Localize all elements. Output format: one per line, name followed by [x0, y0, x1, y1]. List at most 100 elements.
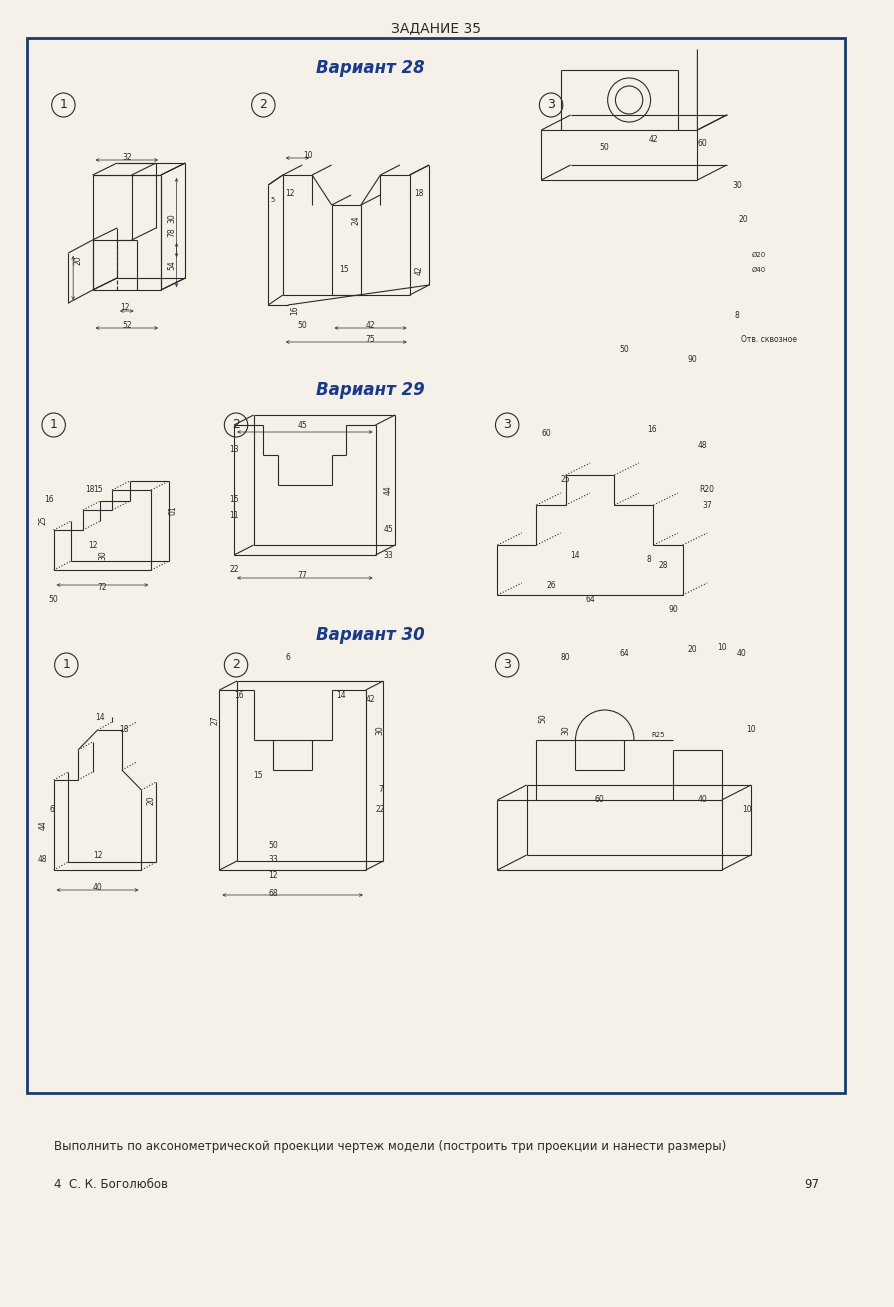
Text: 75: 75 — [366, 336, 375, 345]
Text: 42: 42 — [415, 265, 424, 274]
Text: 30: 30 — [167, 213, 176, 223]
Text: 40: 40 — [697, 796, 707, 805]
Text: 64: 64 — [586, 596, 595, 605]
Text: 2: 2 — [232, 659, 240, 672]
Text: 12: 12 — [268, 870, 278, 880]
Text: 80: 80 — [561, 652, 570, 661]
Text: 78: 78 — [167, 227, 176, 237]
Text: 16: 16 — [290, 306, 299, 315]
Text: 33: 33 — [268, 856, 278, 864]
Text: 14: 14 — [570, 550, 580, 559]
Text: 52: 52 — [122, 320, 131, 329]
Text: 37: 37 — [703, 501, 712, 510]
Text: 60: 60 — [542, 430, 551, 439]
Text: 15: 15 — [254, 771, 264, 779]
Text: 1: 1 — [50, 418, 57, 431]
Text: 15: 15 — [229, 495, 239, 505]
Text: 2: 2 — [232, 418, 240, 431]
Text: Вариант 28: Вариант 28 — [316, 59, 425, 77]
Text: 1: 1 — [60, 98, 67, 111]
Text: 2: 2 — [259, 98, 267, 111]
Text: 50: 50 — [268, 840, 278, 850]
Text: 15: 15 — [93, 485, 102, 494]
Text: 77: 77 — [298, 571, 308, 580]
Text: 5: 5 — [271, 197, 275, 203]
Text: 97: 97 — [805, 1179, 819, 1192]
Text: 7: 7 — [378, 786, 383, 795]
Text: 1: 1 — [63, 659, 71, 672]
Text: 42: 42 — [366, 320, 375, 329]
Text: 15: 15 — [340, 265, 350, 274]
Text: 6: 6 — [285, 652, 291, 661]
Text: 40: 40 — [93, 884, 103, 893]
Text: ЗАДАНИЕ 35: ЗАДАНИЕ 35 — [391, 21, 481, 35]
Text: 12: 12 — [93, 851, 102, 860]
Text: 27: 27 — [210, 715, 219, 725]
Text: Вариант 29: Вариант 29 — [316, 382, 425, 399]
Text: 45: 45 — [384, 525, 393, 535]
Text: 50: 50 — [539, 714, 548, 723]
Text: 18: 18 — [85, 485, 95, 494]
Text: 50: 50 — [49, 596, 58, 605]
Text: 90: 90 — [668, 605, 678, 614]
Text: 42: 42 — [366, 695, 375, 704]
Text: R20: R20 — [700, 485, 714, 494]
Text: Отв. сквозное: Отв. сквозное — [741, 336, 797, 345]
Text: 8: 8 — [734, 311, 738, 319]
Text: 10: 10 — [303, 150, 313, 159]
Text: 01: 01 — [168, 506, 177, 515]
Text: 30: 30 — [561, 725, 570, 735]
Text: 10: 10 — [717, 643, 727, 651]
Text: 6: 6 — [49, 805, 55, 814]
Text: 50: 50 — [298, 320, 308, 329]
Text: 14: 14 — [96, 714, 105, 723]
Text: 25: 25 — [38, 515, 47, 525]
Text: 72: 72 — [97, 583, 107, 592]
Text: 44: 44 — [38, 819, 47, 830]
Text: 42: 42 — [649, 136, 658, 145]
Text: 44: 44 — [384, 485, 392, 495]
Text: 25: 25 — [561, 476, 570, 485]
Text: 10: 10 — [746, 725, 755, 735]
Text: 3: 3 — [547, 98, 555, 111]
Text: 33: 33 — [384, 550, 393, 559]
Text: 18: 18 — [119, 725, 129, 735]
Text: 90: 90 — [687, 356, 697, 365]
Text: 48: 48 — [697, 440, 707, 450]
Text: 54: 54 — [167, 260, 176, 269]
Text: 40: 40 — [737, 648, 746, 657]
Text: 50: 50 — [600, 144, 610, 153]
Text: 28: 28 — [659, 561, 668, 570]
Text: Выполнить по аксонометрической проекции чертеж модели (построить три проекции и : Выполнить по аксонометрической проекции … — [54, 1140, 726, 1153]
Text: 45: 45 — [298, 421, 308, 430]
Text: 12: 12 — [120, 303, 130, 312]
Text: 16: 16 — [234, 690, 244, 699]
Text: R25: R25 — [652, 732, 665, 738]
Text: 64: 64 — [620, 648, 629, 657]
Text: 11: 11 — [230, 511, 239, 519]
Text: 30: 30 — [732, 180, 742, 190]
Text: 22: 22 — [230, 566, 239, 575]
Text: 24: 24 — [351, 216, 360, 225]
Text: 16: 16 — [646, 426, 656, 434]
Text: 50: 50 — [620, 345, 629, 354]
Text: 68: 68 — [268, 889, 278, 898]
Text: 60: 60 — [595, 796, 604, 805]
Text: 48: 48 — [38, 856, 47, 864]
Text: 12: 12 — [285, 188, 294, 197]
Text: 20: 20 — [147, 795, 156, 805]
Text: 20: 20 — [738, 216, 748, 225]
Text: 18: 18 — [415, 188, 424, 197]
Text: 60: 60 — [697, 139, 707, 148]
Text: 30: 30 — [375, 725, 385, 735]
Text: 22: 22 — [375, 805, 385, 814]
Text: 10: 10 — [742, 805, 752, 814]
Text: 12: 12 — [88, 541, 97, 549]
Text: 14: 14 — [336, 690, 346, 699]
Text: 13: 13 — [229, 446, 239, 455]
Text: 30: 30 — [98, 550, 107, 559]
Text: Ø20: Ø20 — [752, 252, 766, 257]
Text: 32: 32 — [122, 153, 131, 162]
Text: 20: 20 — [73, 255, 82, 265]
Text: 4  С. К. Боголюбов: 4 С. К. Боголюбов — [54, 1179, 168, 1192]
